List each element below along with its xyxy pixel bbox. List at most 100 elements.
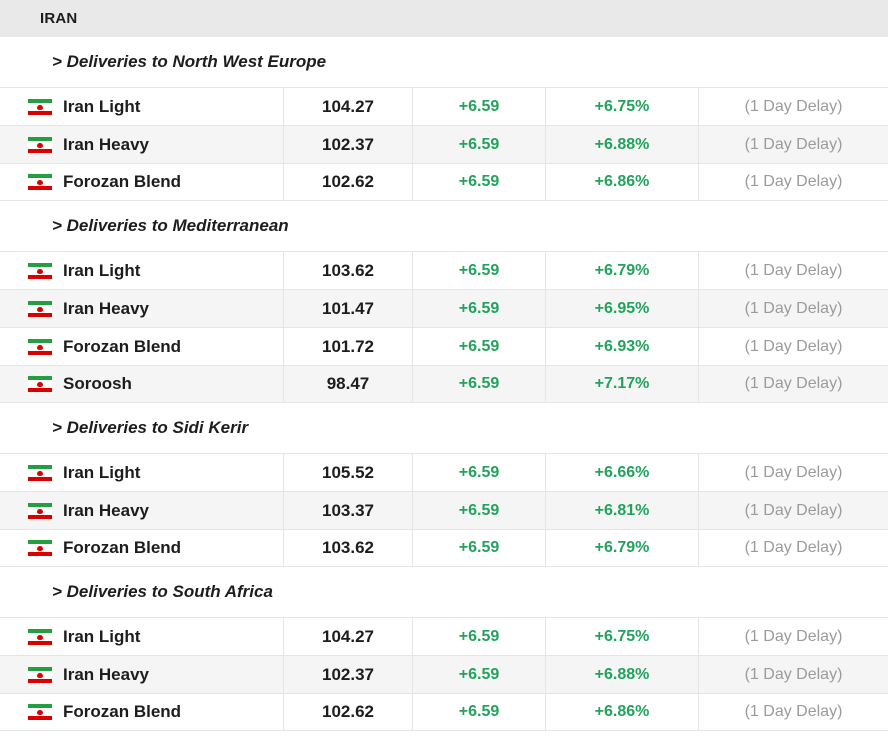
change-percent-cell: +6.95% xyxy=(545,290,698,327)
instrument-name-link[interactable]: Iran Heavy xyxy=(63,500,149,520)
instrument-name-link[interactable]: Iran Heavy xyxy=(63,664,149,684)
section-title: > Deliveries to Sidi Kerir xyxy=(0,403,888,453)
table-row[interactable]: Iran Heavy 101.47 +6.59 +6.95% (1 Day De… xyxy=(0,289,888,327)
change-percent-cell: +6.79% xyxy=(545,530,698,566)
change-value: +6.59 xyxy=(458,627,500,645)
delay-cell: (1 Day Delay) xyxy=(698,164,888,200)
delay-cell: (1 Day Delay) xyxy=(698,252,888,289)
table-row[interactable]: Iran Light 104.27 +6.59 +6.75% (1 Day De… xyxy=(0,617,888,655)
table-row[interactable]: Forozan Blend 103.62 +6.59 +6.79% (1 Day… xyxy=(0,529,888,567)
flag-emblem-icon xyxy=(37,344,43,350)
flag-emblem-icon xyxy=(37,104,43,110)
change-percent-value: +6.79% xyxy=(594,261,650,279)
delay-note: (1 Day Delay) xyxy=(744,627,843,645)
iran-flag-icon xyxy=(28,502,52,519)
last-price-value: 104.27 xyxy=(322,626,374,646)
change-value: +6.59 xyxy=(458,97,500,115)
delivery-section: > Deliveries to North West Europe Iran L… xyxy=(0,37,888,201)
iran-flag-icon xyxy=(28,136,52,153)
last-price-value: 103.62 xyxy=(322,260,374,280)
delay-note: (1 Day Delay) xyxy=(744,665,843,683)
delay-cell: (1 Day Delay) xyxy=(698,656,888,693)
section-title-label: > Deliveries to Mediterranean xyxy=(52,216,289,235)
instrument-name-link[interactable]: Iran Light xyxy=(63,626,141,646)
instrument-cell: Iran Heavy xyxy=(0,290,283,327)
table-row[interactable]: Forozan Blend 101.72 +6.59 +6.93% (1 Day… xyxy=(0,327,888,365)
change-value: +6.59 xyxy=(458,173,500,190)
last-price-value: 102.37 xyxy=(322,664,374,684)
iran-flag-icon xyxy=(28,262,52,279)
change-value: +6.59 xyxy=(458,337,500,355)
instrument-name-link[interactable]: Forozan Blend xyxy=(63,702,182,721)
section-title-label: > Deliveries to North West Europe xyxy=(52,52,327,71)
change-value: +6.59 xyxy=(458,463,500,481)
table-row[interactable]: Iran Light 103.62 +6.59 +6.79% (1 Day De… xyxy=(0,251,888,289)
change-percent-cell: +6.81% xyxy=(545,492,698,529)
instrument-name-link[interactable]: Forozan Blend xyxy=(63,336,182,356)
country-header-bar: IRAN xyxy=(0,0,888,37)
last-price-cell: 102.62 xyxy=(283,694,412,730)
change-cell: +6.59 xyxy=(412,252,545,289)
instrument-name-link[interactable]: Iran Heavy xyxy=(63,298,149,318)
table-row[interactable]: Forozan Blend 102.62 +6.59 +6.86% (1 Day… xyxy=(0,693,888,731)
flag-emblem-icon xyxy=(37,634,43,640)
table-row[interactable]: Soroosh 98.47 +6.59 +7.17% (1 Day Delay) xyxy=(0,365,888,403)
change-percent-cell: +7.17% xyxy=(545,366,698,402)
instrument-name-link[interactable]: Iran Heavy xyxy=(63,134,149,154)
flag-emblem-icon xyxy=(37,306,43,312)
change-percent-cell: +6.75% xyxy=(545,88,698,125)
section-title: > Deliveries to Mediterranean xyxy=(0,201,888,251)
last-price-cell: 101.47 xyxy=(283,290,412,327)
change-percent-cell: +6.93% xyxy=(545,328,698,365)
last-price-value: 103.62 xyxy=(322,538,374,557)
instrument-name-link[interactable]: Forozan Blend xyxy=(63,538,182,557)
change-percent-value: +6.66% xyxy=(594,463,650,481)
table-row[interactable]: Iran Light 105.52 +6.59 +6.66% (1 Day De… xyxy=(0,453,888,491)
change-cell: +6.59 xyxy=(412,694,545,730)
iran-flag-icon xyxy=(28,628,52,645)
delay-cell: (1 Day Delay) xyxy=(698,88,888,125)
instrument-cell: Soroosh xyxy=(0,366,283,402)
last-price-cell: 103.62 xyxy=(283,252,412,289)
delay-note: (1 Day Delay) xyxy=(744,261,843,279)
instrument-name-link[interactable]: Iran Light xyxy=(63,462,141,482)
instrument-cell: Forozan Blend xyxy=(0,694,283,730)
delay-note: (1 Day Delay) xyxy=(744,135,843,153)
table-row[interactable]: Iran Heavy 102.37 +6.59 +6.88% (1 Day De… xyxy=(0,655,888,693)
instrument-name-link[interactable]: Forozan Blend xyxy=(63,172,182,191)
delay-cell: (1 Day Delay) xyxy=(698,530,888,566)
delay-cell: (1 Day Delay) xyxy=(698,694,888,730)
table-row[interactable]: Iran Heavy 102.37 +6.59 +6.88% (1 Day De… xyxy=(0,125,888,163)
change-percent-value: +6.93% xyxy=(594,337,650,355)
flag-emblem-icon xyxy=(37,142,43,148)
delivery-section: > Deliveries to Mediterranean Iran Light… xyxy=(0,201,888,403)
change-percent-value: +6.81% xyxy=(594,501,650,519)
last-price-cell: 104.27 xyxy=(283,88,412,125)
change-percent-value: +6.95% xyxy=(594,299,650,317)
instrument-name-link[interactable]: Iran Light xyxy=(63,96,141,116)
change-percent-cell: +6.86% xyxy=(545,694,698,730)
instrument-cell: Iran Heavy xyxy=(0,126,283,163)
last-price-cell: 102.37 xyxy=(283,656,412,693)
iran-flag-icon xyxy=(28,338,52,355)
iran-flag-icon xyxy=(28,464,52,481)
change-percent-cell: +6.86% xyxy=(545,164,698,200)
table-row[interactable]: Iran Light 104.27 +6.59 +6.75% (1 Day De… xyxy=(0,87,888,125)
section-rows: Iran Light 105.52 +6.59 +6.66% (1 Day De… xyxy=(0,453,888,567)
instrument-cell: Forozan Blend xyxy=(0,328,283,365)
instrument-cell: Forozan Blend xyxy=(0,530,283,566)
change-cell: +6.59 xyxy=(412,366,545,402)
instrument-name-link[interactable]: Soroosh xyxy=(63,374,132,393)
instrument-name-link[interactable]: Iran Light xyxy=(63,260,141,280)
change-percent-cell: +6.88% xyxy=(545,126,698,163)
flag-emblem-icon xyxy=(37,382,43,387)
change-cell: +6.59 xyxy=(412,618,545,655)
flag-emblem-icon xyxy=(37,508,43,514)
change-value: +6.59 xyxy=(458,135,500,153)
flag-emblem-icon xyxy=(37,180,43,185)
table-row[interactable]: Forozan Blend 102.62 +6.59 +6.86% (1 Day… xyxy=(0,163,888,201)
change-percent-cell: +6.66% xyxy=(545,454,698,491)
change-value: +6.59 xyxy=(458,375,500,392)
last-price-value: 104.27 xyxy=(322,96,374,116)
table-row[interactable]: Iran Heavy 103.37 +6.59 +6.81% (1 Day De… xyxy=(0,491,888,529)
